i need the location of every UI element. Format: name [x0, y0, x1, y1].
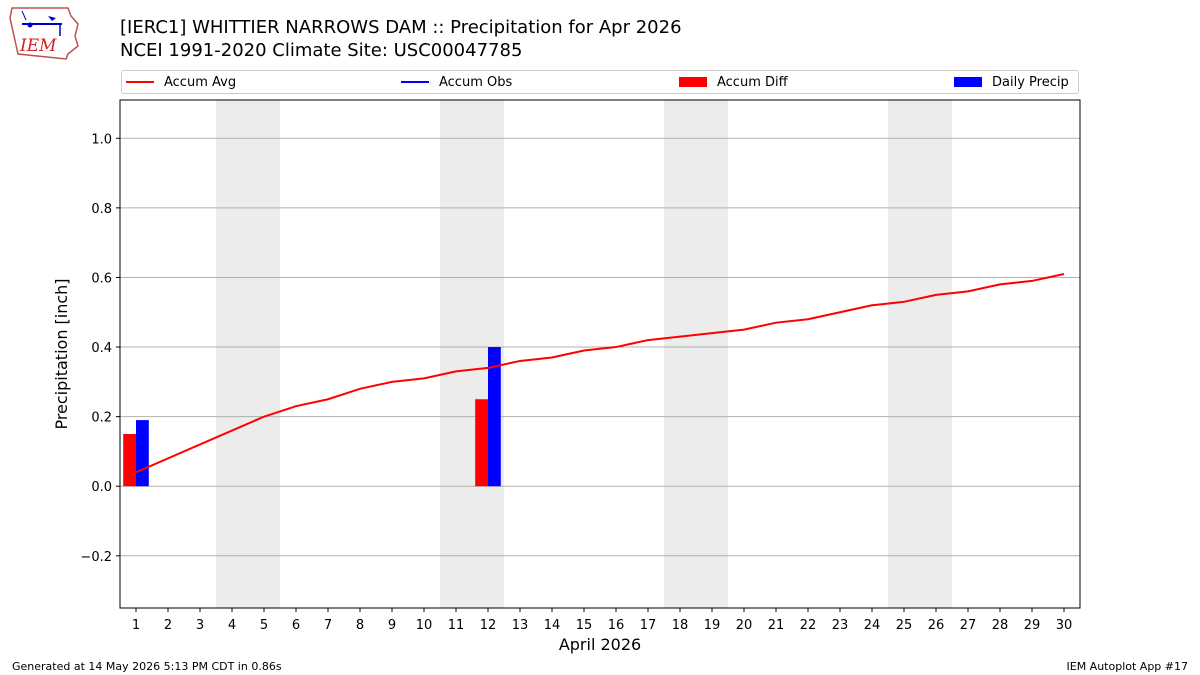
- legend-swatch-accum-obs: [401, 81, 429, 83]
- x-tick-label: 24: [864, 618, 881, 633]
- x-tick-label: 27: [960, 618, 977, 633]
- legend-label-accum-avg: Accum Avg: [164, 74, 237, 90]
- y-tick-label: 0.0: [91, 480, 112, 495]
- x-axis-ticks: 1 2 3 4 5 6 7 8 9 10 11 12 13 14 15 16 17 18 19 20 21 22 23 24 2…: [132, 608, 1072, 633]
- x-tick-label: 6: [292, 618, 300, 633]
- x-tick-label: 14: [544, 618, 561, 633]
- chart-subtitle: NCEI 1991-2020 Climate Site: USC00047785: [120, 40, 523, 61]
- x-tick-label: 12: [480, 618, 497, 633]
- x-tick-label: 29: [1024, 618, 1041, 633]
- x-tick-label: 26: [928, 618, 945, 633]
- iem-logo: IEM: [8, 6, 80, 60]
- x-tick-label: 20: [736, 618, 753, 633]
- x-tick-label: 2: [164, 618, 172, 633]
- y-tick-label: 0.2: [91, 411, 112, 426]
- chart-title: [IERC1] WHITTIER NARROWS DAM :: Precipit…: [120, 17, 682, 38]
- legend-label-accum-diff: Accum Diff: [717, 74, 788, 90]
- legend-item-accum-avg: Accum Avg: [126, 71, 236, 93]
- chart-legend: Accum Avg Accum Obs Accum Diff Daily Pre…: [121, 70, 1079, 94]
- bar-accum-diff: [123, 434, 136, 487]
- line-accum-avg: [135, 272, 1065, 474]
- x-tick-label: 17: [640, 618, 657, 633]
- x-tick-label: 16: [608, 618, 625, 633]
- logo-text: IEM: [19, 36, 57, 56]
- x-tick-label: 4: [228, 618, 236, 633]
- x-tick-label: 3: [196, 618, 204, 633]
- x-axis-label: April 2026: [559, 635, 641, 654]
- legend-label-accum-obs: Accum Obs: [439, 74, 513, 90]
- line-series: [135, 272, 1065, 474]
- weekend-band: [216, 100, 280, 608]
- y-tick-label: 0.4: [91, 341, 112, 356]
- y-axis-label: Precipitation [inch]: [52, 278, 71, 429]
- legend-label-daily-precip: Daily Precip: [992, 74, 1069, 90]
- footer-app: IEM Autoplot App #17: [1066, 660, 1189, 673]
- x-tick-label: 10: [416, 618, 433, 633]
- legend-item-accum-obs: Accum Obs: [401, 71, 512, 93]
- x-tick-label: 5: [260, 618, 268, 633]
- x-tick-label: 23: [832, 618, 849, 633]
- x-tick-label: 13: [512, 618, 529, 633]
- x-tick-label: 8: [356, 618, 364, 633]
- x-tick-label: 15: [576, 618, 593, 633]
- grid-lines: [120, 137, 1080, 557]
- plot-frame: [119, 99, 1081, 609]
- x-tick-label: 11: [448, 618, 465, 633]
- bar-series: [123, 347, 501, 487]
- footer-generated: Generated at 14 May 2026 5:13 PM CDT in …: [12, 660, 282, 673]
- weekend-band: [888, 100, 952, 608]
- x-tick-label: 22: [800, 618, 817, 633]
- legend-swatch-accum-diff: [679, 77, 707, 87]
- legend-swatch-daily-precip: [954, 77, 982, 87]
- x-tick-label: 25: [896, 618, 913, 633]
- y-tick-label: 1.0: [91, 132, 112, 147]
- y-tick-label: 0.8: [91, 202, 112, 217]
- iem-logo-graphic: IEM: [9, 7, 79, 60]
- x-tick-label: 28: [992, 618, 1009, 633]
- x-tick-label: 18: [672, 618, 689, 633]
- weekend-band: [664, 100, 728, 608]
- legend-swatch-accum-avg: [126, 81, 154, 83]
- x-tick-label: 9: [388, 618, 396, 633]
- y-axis-ticks: −0.2 0.0 0.2 0.4 0.6 0.8 1.0: [80, 132, 120, 565]
- x-tick-label: 19: [704, 618, 721, 633]
- y-tick-label: −0.2: [80, 550, 112, 565]
- x-tick-label: 1: [132, 618, 140, 633]
- x-tick-label: 30: [1056, 618, 1073, 633]
- x-tick-label: 21: [768, 618, 785, 633]
- legend-item-accum-diff: Accum Diff: [679, 71, 788, 93]
- y-tick-label: 0.6: [91, 271, 112, 286]
- bar-daily-precip: [136, 420, 149, 487]
- weekend-bands: [216, 100, 952, 608]
- bar-daily-precip: [488, 347, 501, 487]
- x-tick-label: 7: [324, 618, 332, 633]
- legend-item-daily-precip: Daily Precip: [954, 71, 1069, 93]
- bar-accum-diff: [475, 399, 488, 487]
